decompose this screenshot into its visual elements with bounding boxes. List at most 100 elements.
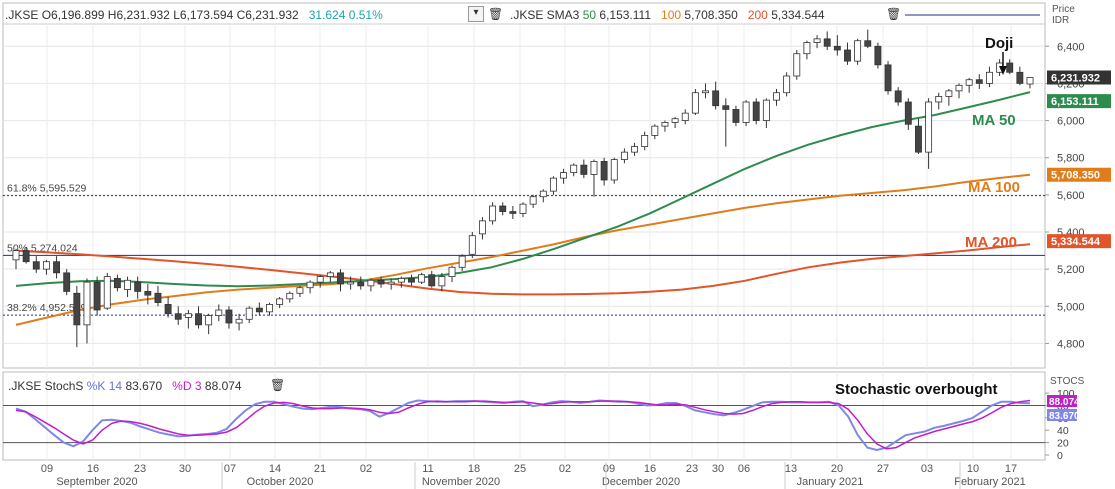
candle-body bbox=[813, 38, 821, 43]
x-tick-label: 21 bbox=[314, 463, 326, 475]
candle-body bbox=[823, 38, 831, 47]
sma200-value: 5,334.544 bbox=[771, 8, 825, 22]
candle-body bbox=[641, 135, 649, 147]
candle-body bbox=[438, 276, 446, 287]
candle-body bbox=[255, 307, 263, 313]
candle-body bbox=[844, 49, 851, 62]
candle-body bbox=[894, 90, 902, 103]
candle-body bbox=[732, 109, 740, 123]
y-tick-label: 5,800 bbox=[1057, 153, 1085, 165]
candle-body bbox=[347, 281, 355, 285]
x-month-label: September 2020 bbox=[56, 476, 137, 488]
candle-body bbox=[681, 112, 689, 121]
sma200-line bbox=[15, 243, 1031, 296]
low-label: L bbox=[173, 8, 180, 22]
candle-body bbox=[225, 309, 233, 324]
candle-body bbox=[631, 146, 638, 153]
candle-body bbox=[975, 79, 983, 84]
candle-body bbox=[377, 279, 385, 285]
sma100-period: 100 bbox=[661, 8, 682, 22]
trash-icon[interactable]: 🗑 bbox=[886, 7, 902, 21]
candle-body bbox=[93, 281, 101, 311]
stoch-axis-label: STOCS bbox=[1050, 376, 1085, 387]
stoch-legend: .JKSE StochS %K 14 83.670 %D 3 88.074 bbox=[8, 379, 242, 393]
candle-body bbox=[620, 151, 628, 160]
candle-body bbox=[945, 90, 953, 97]
x-tick-label: 09 bbox=[603, 463, 615, 475]
candle-body bbox=[570, 164, 578, 173]
candle-body bbox=[296, 287, 304, 294]
stoch-annotation: Stochastic overbought bbox=[835, 381, 998, 398]
candle-body bbox=[184, 313, 192, 318]
trash-icon[interactable]: 🗑 bbox=[488, 7, 504, 21]
y-tick-label: 6,000 bbox=[1057, 116, 1085, 128]
candle-body bbox=[691, 92, 699, 114]
candle-body bbox=[854, 40, 862, 62]
stoch-k-label: %K bbox=[86, 379, 106, 393]
candle-body bbox=[935, 96, 943, 103]
candle-body bbox=[925, 101, 933, 153]
last-price-badge-text: 6,231.932 bbox=[1051, 72, 1100, 84]
candle-body bbox=[489, 205, 497, 222]
candle-body bbox=[448, 266, 456, 277]
candle-body bbox=[509, 211, 517, 214]
chevron-down-icon[interactable]: ▾ bbox=[468, 6, 484, 22]
close-value: 6,231.932 bbox=[245, 8, 299, 22]
candle-body bbox=[661, 122, 669, 127]
candle-body bbox=[468, 235, 476, 255]
x-tick-label: 14 bbox=[269, 463, 281, 475]
x-tick-label: 18 bbox=[468, 463, 480, 475]
trash-icon[interactable]: 🗑 bbox=[270, 378, 286, 392]
sma-label: .JKSE SMA3 bbox=[510, 8, 580, 22]
x-tick-label: 11 bbox=[422, 463, 433, 475]
candle-body bbox=[965, 79, 973, 86]
sma50-value: 6,153.111 bbox=[599, 8, 652, 22]
candle-body bbox=[286, 292, 294, 300]
x-month-label: November 2020 bbox=[422, 476, 500, 488]
close-label: C bbox=[236, 8, 246, 22]
doji-arrowhead bbox=[999, 66, 1007, 75]
candle-body bbox=[1026, 77, 1034, 85]
x-tick-label: 27 bbox=[877, 463, 889, 475]
candle-body bbox=[864, 40, 872, 47]
sma-legend: .JKSE SMA3 50 6,153.111 100 5,708.350 20… bbox=[510, 8, 825, 22]
sma50-period: 50 bbox=[582, 8, 597, 22]
candle-body bbox=[600, 161, 608, 181]
change-value: 31.624 bbox=[308, 8, 346, 22]
stoch-y-tick-label: 0 bbox=[1057, 450, 1063, 462]
x-tick-label: 23 bbox=[686, 463, 698, 475]
low-value: 6,173.594 bbox=[179, 8, 234, 22]
candle-body bbox=[428, 274, 436, 287]
candle-body bbox=[103, 276, 111, 309]
currency-label: IDR bbox=[1052, 15, 1070, 26]
candle-body bbox=[671, 118, 679, 123]
candle-body bbox=[1006, 62, 1014, 73]
candle-body bbox=[316, 276, 324, 283]
candle-body bbox=[245, 307, 253, 320]
x-tick-label: 16 bbox=[644, 463, 656, 475]
stoch-d-value: 88.074 bbox=[204, 379, 242, 393]
x-month-label: December 2020 bbox=[602, 476, 680, 488]
candle-body bbox=[195, 313, 202, 326]
sma200-badge-text: 5,334.544 bbox=[1051, 236, 1101, 248]
last-price-badge bbox=[1047, 70, 1111, 85]
candle-body bbox=[783, 75, 791, 94]
y-tick-label: 6,400 bbox=[1057, 41, 1085, 53]
x-tick-label: 07 bbox=[224, 463, 236, 475]
x-tick-label: 20 bbox=[831, 463, 843, 475]
candle-body bbox=[357, 281, 365, 287]
x-tick-label: 25 bbox=[514, 463, 526, 475]
candle-body bbox=[306, 281, 314, 289]
candle-body bbox=[418, 274, 426, 283]
candle-body bbox=[22, 250, 30, 263]
x-tick-label: 30 bbox=[712, 463, 724, 475]
x-month-label: October 2020 bbox=[247, 476, 314, 488]
stoch-k-period: 14 bbox=[108, 379, 123, 393]
high-value: 6,231.932 bbox=[116, 8, 170, 22]
candle-body bbox=[773, 92, 780, 101]
candle-body bbox=[793, 53, 801, 77]
candle-body bbox=[113, 278, 121, 289]
candle-body bbox=[205, 315, 213, 326]
x-tick-label: 06 bbox=[738, 463, 750, 475]
